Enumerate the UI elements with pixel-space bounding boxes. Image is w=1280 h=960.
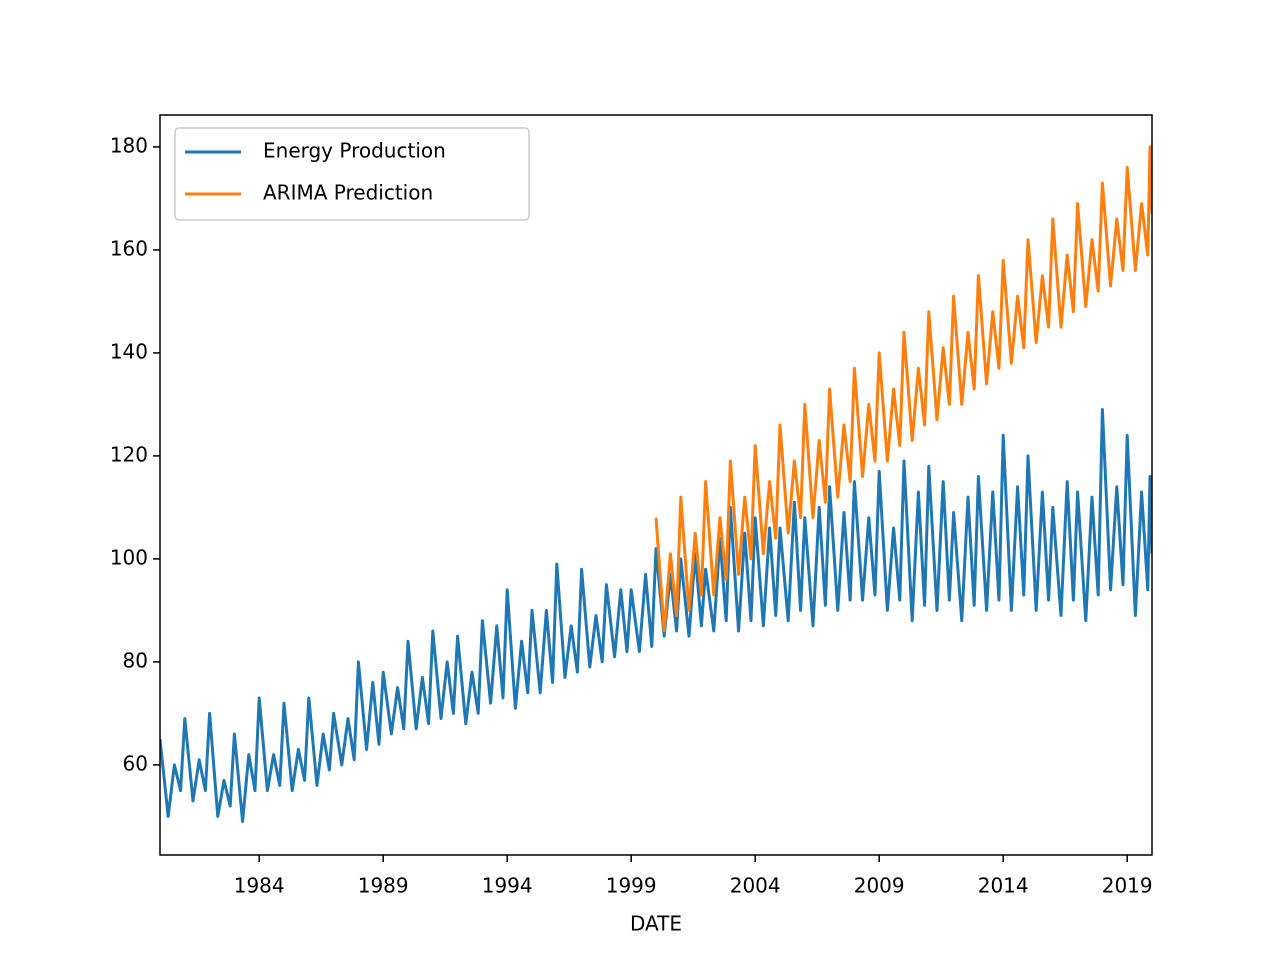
x-tick-label: 1999	[606, 874, 657, 898]
y-tick-label: 60	[123, 751, 148, 775]
y-tick-label: 120	[110, 442, 148, 466]
x-tick-label: 2004	[730, 874, 781, 898]
series-line	[654, 145, 1152, 633]
y-tick-label: 80	[123, 648, 148, 672]
x-tick-label: 2014	[978, 874, 1029, 898]
legend-label: ARIMA Prediction	[263, 181, 433, 205]
x-tick-label: 1984	[234, 874, 285, 898]
plot-frame	[159, 114, 1153, 856]
x-tick-label: 1989	[358, 874, 409, 898]
y-tick-label: 140	[110, 339, 148, 363]
x-axis-label: DATE	[630, 912, 682, 936]
y-tick-label: 180	[110, 133, 148, 157]
legend-label: Energy Production	[263, 139, 446, 163]
x-tick-label: 2019	[1102, 874, 1153, 898]
y-tick-label: 100	[110, 545, 148, 569]
legend-box	[174, 127, 530, 221]
x-tick-label: 2009	[854, 874, 905, 898]
x-tick-label: 1994	[482, 874, 533, 898]
y-tick-label: 160	[110, 236, 148, 260]
